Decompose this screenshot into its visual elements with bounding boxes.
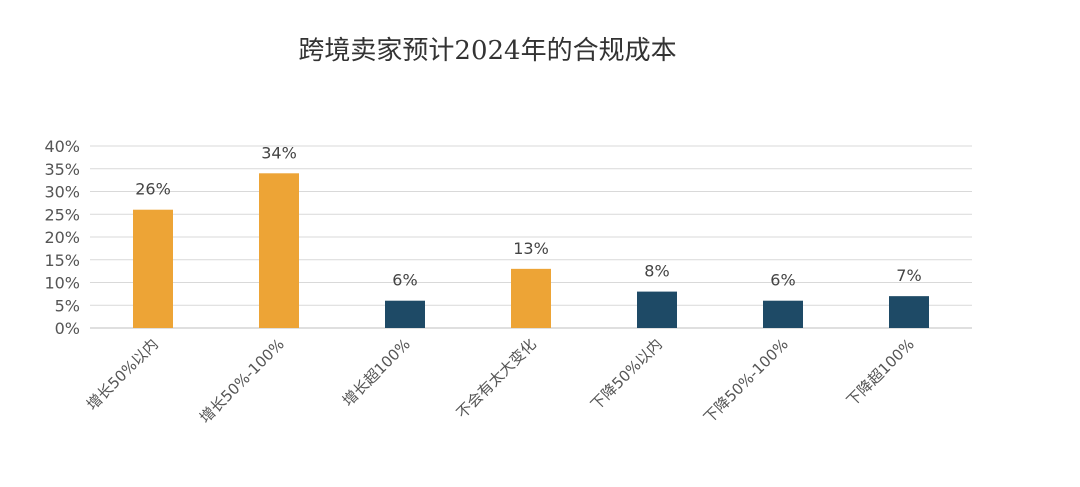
y-tick-label: 5% [55, 296, 80, 315]
y-tick-label: 25% [44, 205, 80, 224]
data-label: 34% [261, 143, 297, 162]
x-tick-label: 下降50%以内 [587, 335, 666, 414]
bar [889, 296, 929, 328]
y-tick-label: 40% [44, 137, 80, 156]
x-tick-label: 增长50%以内 [83, 335, 162, 414]
y-tick-label: 15% [44, 251, 80, 270]
x-axis-ticks: 增长50%以内 增长50%-100% 增长超100% 不会有太大变化 下降50%以内 下降… [83, 335, 918, 427]
bar [511, 268, 551, 328]
y-tick-label: 30% [44, 183, 80, 202]
y-tick-label: 20% [44, 228, 80, 247]
bar [259, 173, 299, 328]
x-tick-label: 增长超100% [339, 335, 414, 410]
x-tick-label: 下降50%-100% [700, 335, 792, 427]
y-tick-label: 35% [44, 160, 80, 179]
data-label: 6% [392, 271, 417, 290]
bar [763, 300, 803, 328]
bar [133, 209, 173, 328]
data-label: 6% [770, 271, 795, 290]
bar [637, 291, 677, 328]
y-tick-label: 0% [55, 319, 80, 338]
x-tick-label: 不会有太大变化 [453, 335, 540, 422]
bar [385, 300, 425, 328]
x-tick-label: 下降超100% [843, 335, 918, 410]
data-label: 8% [644, 262, 669, 281]
y-tick-label: 10% [44, 274, 80, 293]
data-label: 26% [135, 180, 171, 199]
y-axis-ticks: 0% 5% 10% 15% 20% 25% 30% 35% 40% [44, 137, 80, 338]
x-tick-label: 增长50%-100% [196, 335, 288, 427]
bars [133, 173, 929, 328]
data-label: 13% [513, 239, 549, 258]
chart-title: 跨境卖家预计2024年的合规成本 [298, 36, 677, 66]
data-labels: 26% 34% 6% 13% 8% 6% 7% [135, 143, 921, 289]
data-label: 7% [896, 266, 921, 285]
